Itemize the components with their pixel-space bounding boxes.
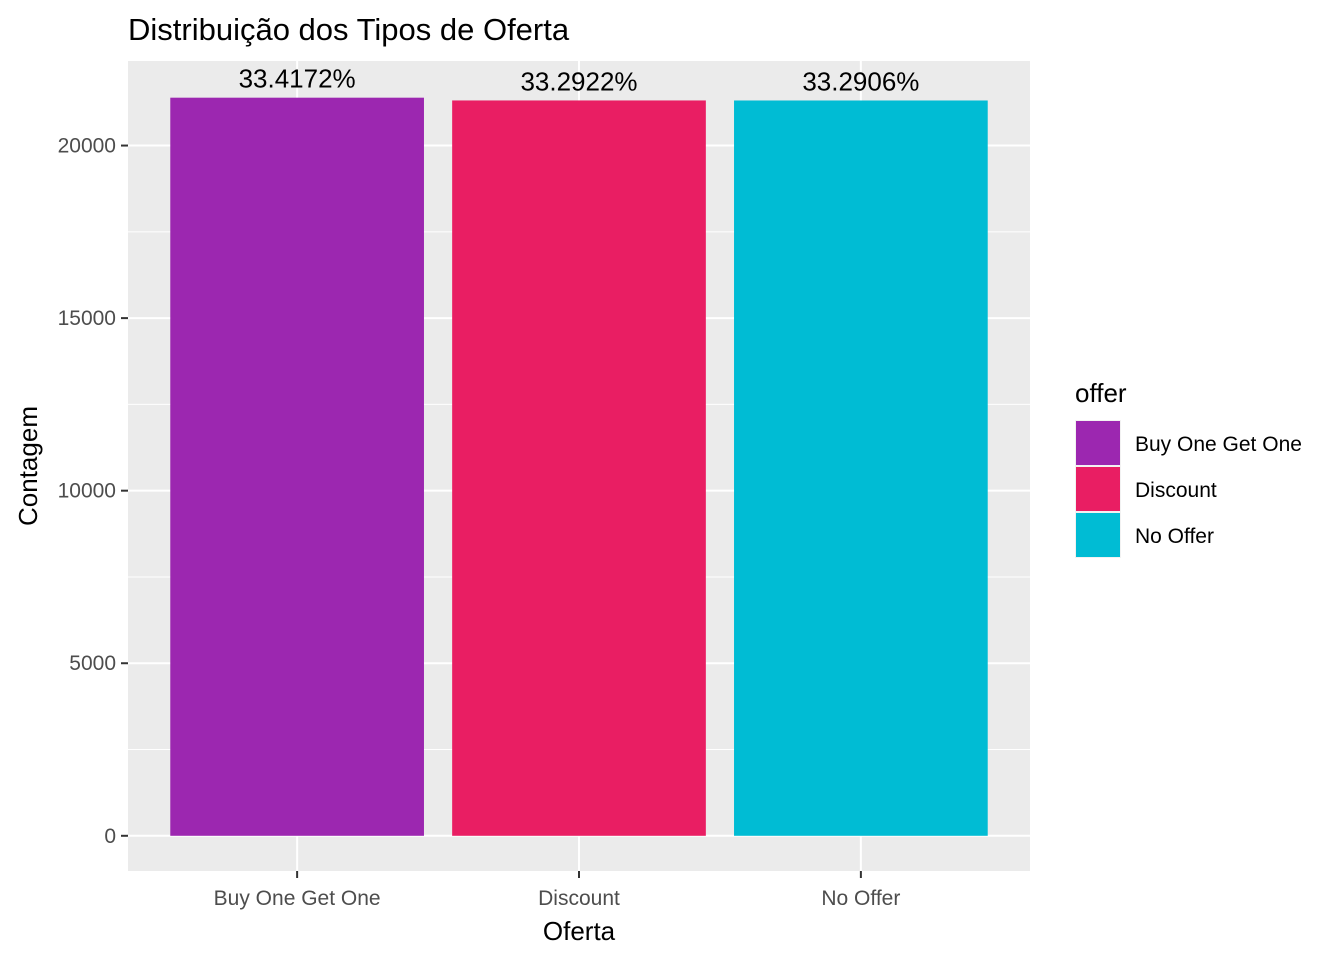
x-tick-label: Discount bbox=[538, 887, 620, 910]
y-axis-title: Contagem bbox=[13, 406, 43, 526]
legend-label: Discount bbox=[1135, 479, 1217, 502]
x-tick-label: Buy One Get One bbox=[214, 887, 381, 910]
bar bbox=[734, 100, 988, 836]
bars-group bbox=[170, 97, 988, 836]
legend-label: Buy One Get One bbox=[1135, 433, 1302, 456]
x-axis: Buy One Get One Discount No Offer bbox=[214, 871, 900, 910]
legend-items: Buy One Get One Discount No Offer bbox=[1075, 420, 1302, 558]
legend-title: offer bbox=[1075, 378, 1127, 408]
legend-swatch bbox=[1076, 513, 1120, 557]
bar-data-label: 33.4172% bbox=[239, 64, 356, 94]
y-tick-label: 10000 bbox=[58, 480, 116, 503]
legend-swatch bbox=[1076, 421, 1120, 465]
bar-data-label: 33.2922% bbox=[520, 66, 637, 96]
data-labels-group: 33.4172% 33.2922% 33.2906% bbox=[239, 64, 920, 97]
bar-data-label: 33.2906% bbox=[802, 66, 919, 96]
x-axis-title: Oferta bbox=[543, 916, 616, 946]
y-tick-label: 0 bbox=[104, 825, 116, 848]
y-axis: 0 5000 10000 15000 20000 bbox=[58, 135, 128, 848]
chart-title: Distribuição dos Tipos de Oferta bbox=[128, 12, 570, 47]
legend-swatch bbox=[1076, 467, 1120, 511]
legend-label: No Offer bbox=[1135, 525, 1214, 548]
bar bbox=[170, 97, 424, 836]
bar bbox=[452, 100, 706, 836]
y-tick-label: 20000 bbox=[58, 135, 116, 158]
y-tick-label: 15000 bbox=[58, 307, 116, 330]
x-tick-label: No Offer bbox=[821, 887, 900, 910]
y-tick-label: 5000 bbox=[69, 652, 116, 675]
legend: offer Buy One Get One Discount No Offer bbox=[1075, 378, 1302, 558]
